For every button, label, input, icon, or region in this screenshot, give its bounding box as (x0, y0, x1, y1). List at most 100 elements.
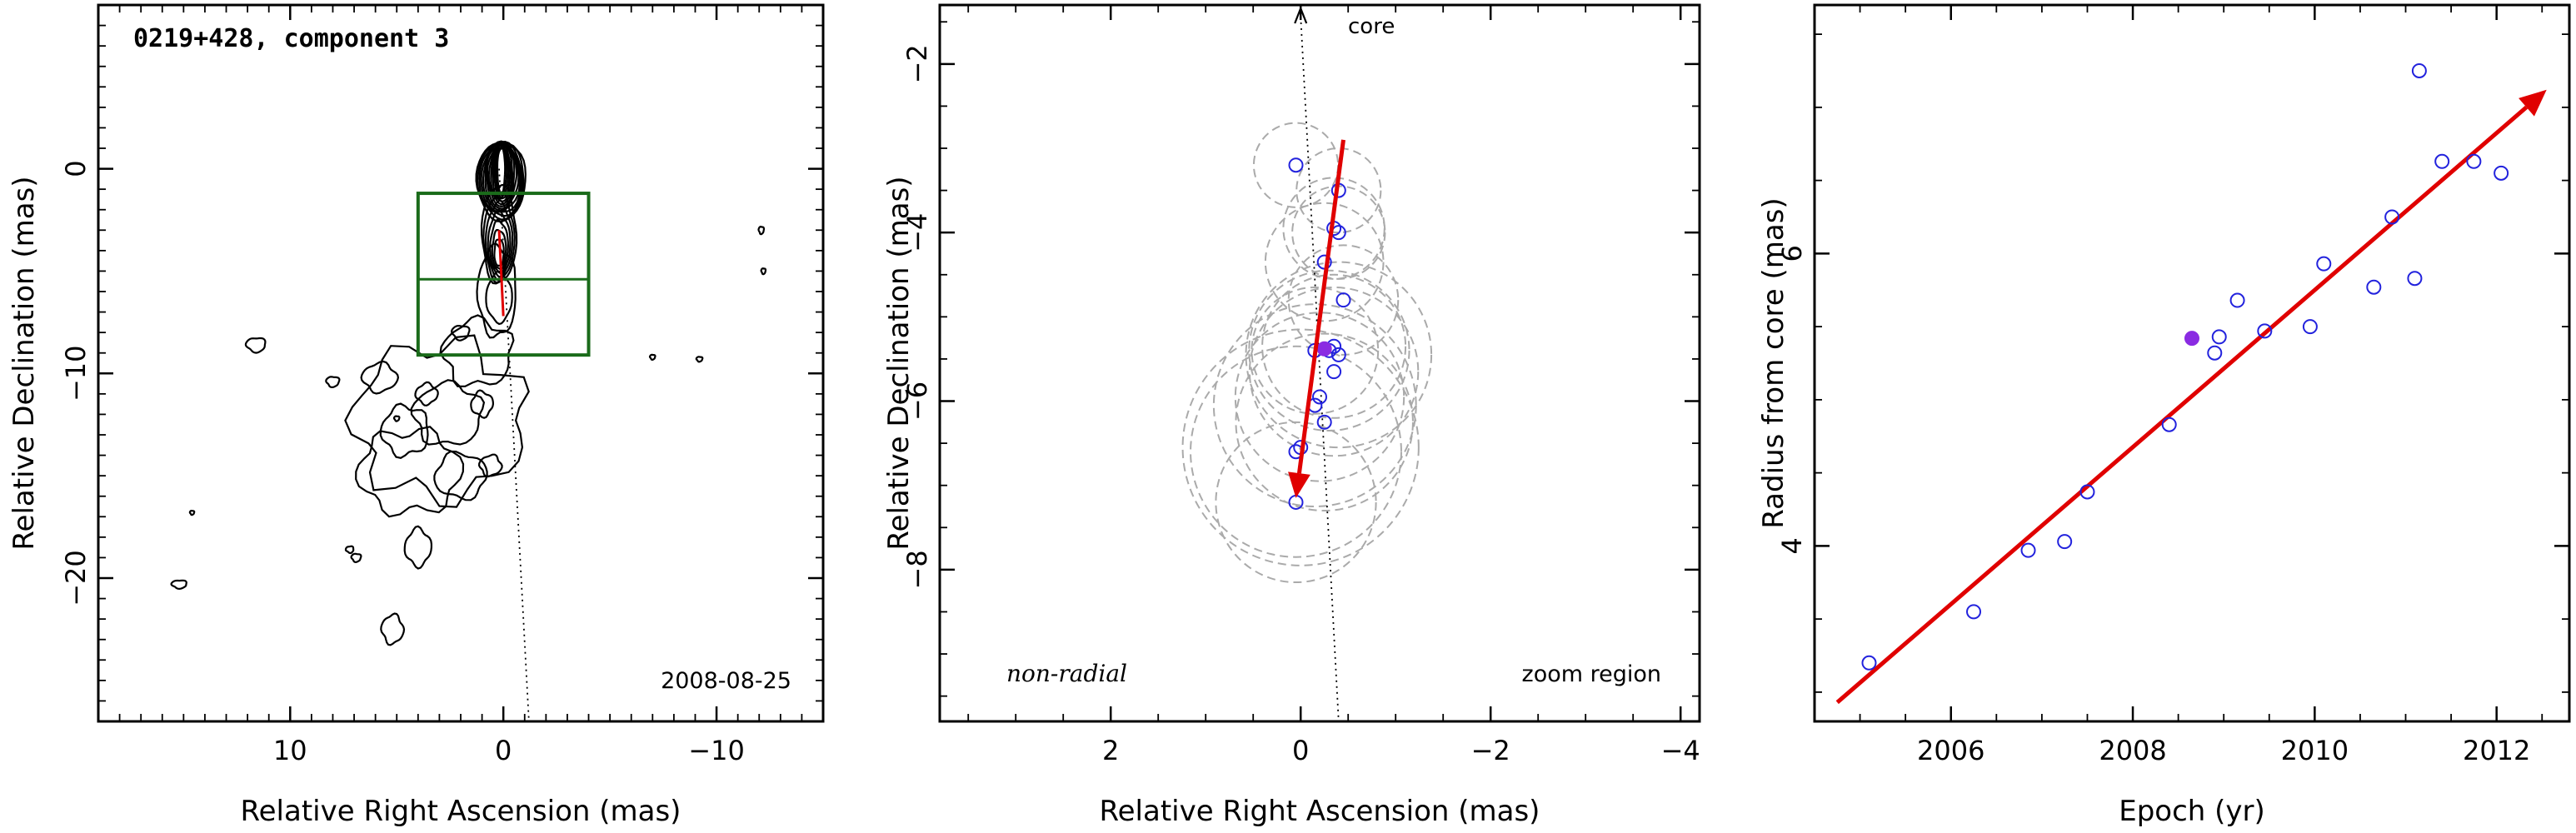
component-position-point (1326, 364, 1342, 380)
motion-vector (1296, 139, 1345, 474)
contour (491, 229, 507, 271)
position-uncertainty-circle (1181, 328, 1420, 566)
linear-fit (1835, 105, 2529, 705)
plot-frame (97, 3, 825, 723)
contour (477, 453, 503, 478)
radius-point (2257, 323, 2273, 339)
y-axis-label: Radius from core (mas) (1757, 197, 1790, 528)
radius-point (2079, 484, 2095, 500)
epoch-date-label: 2008-08-25 (661, 668, 791, 694)
radius-point (2229, 292, 2245, 308)
ridge-line (498, 168, 530, 721)
radius-point (2161, 416, 2177, 432)
contour (487, 208, 512, 278)
component-position-point (1335, 292, 1351, 308)
motion-vector-head (1288, 471, 1310, 498)
radius-point (1966, 604, 1982, 620)
linear-fit-head (2519, 89, 2547, 117)
contour (695, 356, 704, 363)
position-uncertainty-circle (1215, 421, 1377, 584)
contour (355, 426, 465, 518)
radius-point (2211, 329, 2227, 345)
position-uncertainty-circle (1235, 332, 1414, 512)
contour (344, 334, 530, 508)
y-tick-label: 6 (1776, 245, 1808, 262)
contour (476, 242, 517, 339)
contour (477, 142, 525, 221)
contour (470, 389, 495, 419)
contour (482, 191, 516, 284)
x-axis-label: Relative Right Ascension (mas) (241, 795, 681, 828)
y-axis-label: Relative Declination (mas) (882, 176, 916, 550)
radius-vs-epoch-panel: 2006 2008 2010 2012 4 6 Epoch (yr) Radius fro… (1757, 3, 2571, 828)
y-tick-label: −4 (901, 213, 933, 252)
contour (360, 360, 400, 395)
plot-frame (1813, 3, 2571, 723)
x-tick-label: −2 (1471, 735, 1510, 766)
zoom-region-panel: 2 0 −2 −4 −2 −4 −6 −8 core non-radial zoom regi… (882, 3, 1701, 828)
position-uncertainty-circle (1190, 345, 1402, 558)
radius-point (2366, 279, 2382, 295)
plot-frame (938, 3, 1701, 723)
contour (485, 270, 513, 326)
x-tick-label: 0 (1292, 735, 1309, 766)
contour (188, 510, 196, 516)
x-tick-label: 2 (1102, 735, 1119, 766)
position-uncertainty-circle (1251, 286, 1380, 415)
contour (760, 267, 767, 276)
radius-point (2302, 319, 2318, 335)
position-uncertainty-circle (1212, 303, 1417, 507)
highlighted-epoch-point (1316, 341, 1332, 357)
x-tick-label: 2006 (1917, 735, 1984, 766)
radius-point (1861, 655, 1877, 671)
non-radial-label: non-radial (1006, 660, 1127, 687)
contour (414, 381, 439, 407)
x-tick-label: 0 (495, 735, 512, 766)
core-direction-line (1300, 16, 1340, 721)
y-tick-label: 0 (60, 160, 92, 177)
component-position-point (1288, 157, 1304, 173)
contour (325, 376, 341, 388)
radius-point (2411, 62, 2427, 78)
contour (496, 147, 507, 197)
radius-point (2434, 153, 2450, 169)
highlighted-epoch-point (2184, 331, 2199, 347)
y-tick-label: −2 (901, 44, 933, 83)
panel-title: 0219+428, component 3 (133, 24, 449, 53)
radius-point (2384, 209, 2400, 225)
contour (757, 226, 766, 236)
contour (170, 579, 187, 591)
position-uncertainty-circle (1287, 244, 1400, 356)
contour (648, 353, 656, 361)
contour (350, 552, 362, 564)
component-track (497, 230, 505, 317)
radius-point (2207, 345, 2223, 361)
x-tick-label: −4 (1661, 735, 1700, 766)
position-uncertainty-circle (1234, 312, 1405, 482)
contour (475, 142, 527, 223)
x-tick-label: 10 (273, 735, 307, 766)
contour (485, 144, 518, 210)
radius-point (2057, 534, 2073, 550)
radius-point (2466, 153, 2482, 169)
core-label: core (1348, 14, 1395, 39)
x-tick-label: −10 (688, 735, 745, 766)
radius-point (2020, 542, 2036, 558)
position-uncertainty-circle (1261, 273, 1407, 419)
x-tick-label: 2012 (2463, 735, 2530, 766)
contour (344, 545, 355, 555)
jet-contours (170, 140, 767, 646)
contour (244, 337, 267, 354)
zoom-region-label: zoom region (1522, 661, 1661, 687)
contour (484, 143, 520, 212)
zoom-box (416, 192, 591, 357)
contour (450, 325, 471, 342)
radius-point (2494, 165, 2509, 181)
contour (484, 199, 514, 282)
contour (392, 415, 401, 422)
x-tick-label: 2010 (2281, 735, 2349, 766)
y-tick-label: 4 (1776, 537, 1808, 554)
component-position-point (1330, 347, 1346, 362)
contour (380, 612, 406, 646)
